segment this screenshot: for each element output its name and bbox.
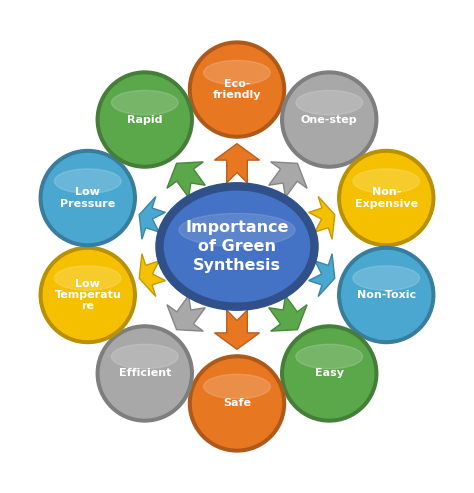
Polygon shape xyxy=(269,296,307,331)
Text: Low
Pressure: Low Pressure xyxy=(60,187,115,209)
Ellipse shape xyxy=(296,344,363,369)
Text: Non-
Expensive: Non- Expensive xyxy=(355,187,418,209)
Polygon shape xyxy=(215,310,259,350)
Text: Eco-
friendly: Eco- friendly xyxy=(213,79,261,100)
Circle shape xyxy=(39,246,136,344)
Circle shape xyxy=(43,153,132,243)
Ellipse shape xyxy=(111,90,178,115)
Circle shape xyxy=(43,250,132,340)
Circle shape xyxy=(100,75,189,164)
Ellipse shape xyxy=(55,266,121,290)
Circle shape xyxy=(285,75,374,164)
Circle shape xyxy=(39,149,136,246)
Text: Efficient: Efficient xyxy=(118,368,171,379)
Ellipse shape xyxy=(156,183,318,310)
Circle shape xyxy=(96,71,193,168)
Ellipse shape xyxy=(204,61,270,85)
Circle shape xyxy=(342,153,431,243)
Circle shape xyxy=(192,359,282,448)
Ellipse shape xyxy=(111,344,178,369)
Ellipse shape xyxy=(164,191,310,302)
Polygon shape xyxy=(309,254,335,296)
Polygon shape xyxy=(139,197,165,239)
Polygon shape xyxy=(309,197,335,239)
Polygon shape xyxy=(215,143,259,183)
Ellipse shape xyxy=(353,169,419,193)
Circle shape xyxy=(285,329,374,418)
Circle shape xyxy=(281,325,378,422)
Polygon shape xyxy=(167,296,205,331)
Text: Low
Temperatu
re: Low Temperatu re xyxy=(55,279,121,311)
Ellipse shape xyxy=(179,213,295,246)
Text: Rapid: Rapid xyxy=(127,114,163,125)
Circle shape xyxy=(281,71,378,168)
Text: Importance
of Green
Synthesis: Importance of Green Synthesis xyxy=(185,220,289,273)
Ellipse shape xyxy=(55,169,121,193)
Circle shape xyxy=(338,246,435,344)
Text: Easy: Easy xyxy=(315,368,344,379)
Ellipse shape xyxy=(204,374,270,399)
Text: One-step: One-step xyxy=(301,114,357,125)
Circle shape xyxy=(189,355,285,452)
Polygon shape xyxy=(269,162,307,197)
Polygon shape xyxy=(139,254,165,296)
Polygon shape xyxy=(167,162,205,197)
Circle shape xyxy=(189,41,285,138)
Circle shape xyxy=(96,325,193,422)
Circle shape xyxy=(192,45,282,134)
Text: Non-Toxic: Non-Toxic xyxy=(357,290,416,300)
Circle shape xyxy=(338,149,435,246)
Ellipse shape xyxy=(296,90,363,115)
Ellipse shape xyxy=(353,266,419,290)
Text: Safe: Safe xyxy=(223,398,251,408)
Circle shape xyxy=(100,329,189,418)
Circle shape xyxy=(342,250,431,340)
